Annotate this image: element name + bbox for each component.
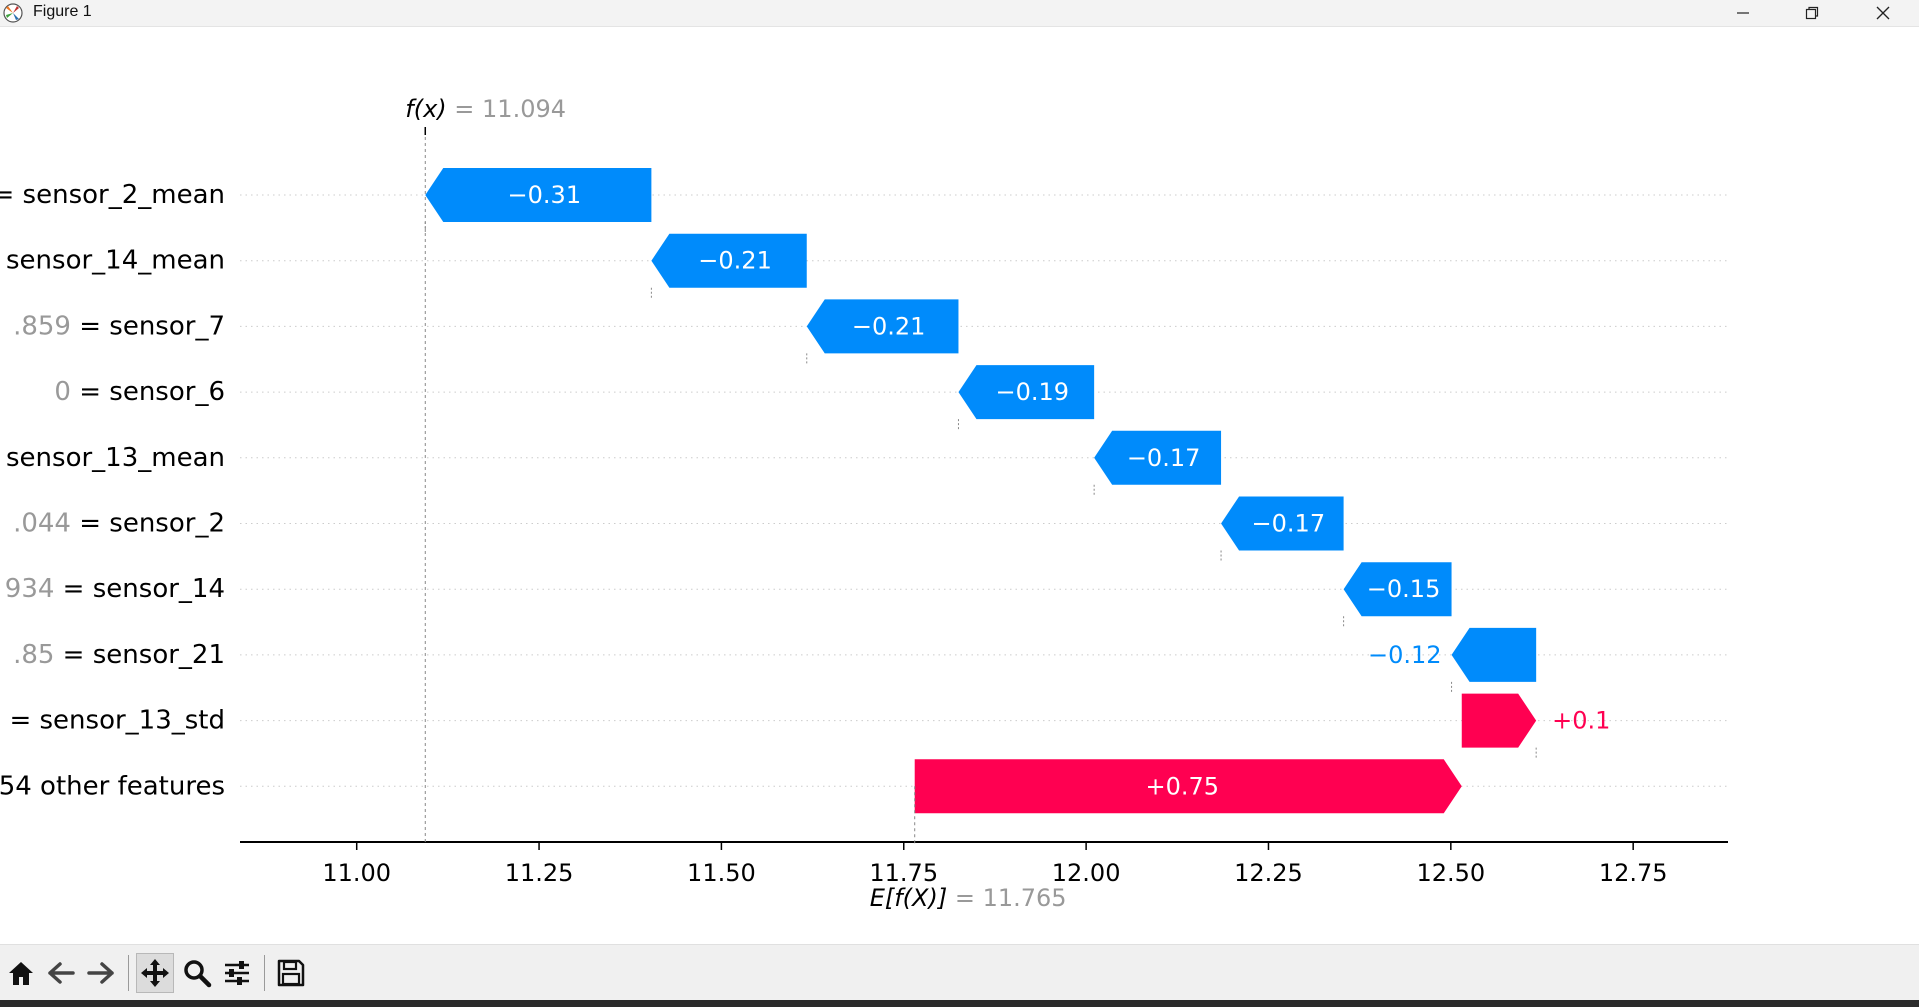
close-button[interactable] [1852, 0, 1914, 26]
x-tick-label: 11.75 [869, 859, 938, 887]
bar [806, 299, 959, 354]
bar-value-label: −0.17 [1127, 444, 1201, 472]
bar [1451, 627, 1537, 682]
minimize-icon [1737, 12, 1749, 14]
minimize-button[interactable] [1712, 0, 1774, 26]
window-bottom-edge [0, 1000, 1919, 1007]
bar [651, 233, 807, 288]
configure-subplots-icon [225, 961, 249, 985]
efx-annotation: E[f(X)] = 11.765 [870, 884, 1067, 912]
feature-label: 54 other features [0, 771, 225, 801]
pan-button[interactable] [136, 953, 174, 993]
configure-subplots-button[interactable] [218, 953, 256, 993]
navigation-toolbar [0, 944, 1919, 1001]
save-button[interactable] [272, 953, 310, 993]
bar [914, 759, 1462, 814]
fx-annotation: f(x) = 11.094 [405, 95, 566, 123]
bar-value-label: −0.21 [852, 312, 926, 340]
x-tick-label: 12.50 [1416, 859, 1485, 887]
bar [425, 168, 652, 222]
x-tick-label: 12.00 [1052, 859, 1121, 887]
maximize-button[interactable] [1781, 0, 1843, 26]
x-tick-label: 12.25 [1234, 859, 1303, 887]
feature-label: .85 = sensor_21 [13, 640, 225, 670]
x-tick-label: 12.75 [1599, 859, 1668, 887]
feature-labels: = sensor_2_mean sensor_14_mean .859 = sens… [0, 180, 225, 801]
zoom-button[interactable] [178, 953, 216, 993]
close-icon [1876, 6, 1890, 20]
x-axis: 11.00 11.25 11.50 11.75 12.00 12.25 12.50 12.75 [240, 841, 1728, 887]
bar-value-label: −0.17 [1252, 510, 1326, 538]
pan-move-icon [141, 959, 169, 987]
back-button[interactable] [42, 953, 80, 993]
matplotlib-icon [3, 3, 23, 23]
title-bar: Figure 1 [0, 0, 1919, 27]
bar-value-label: +0.75 [1145, 772, 1219, 800]
back-arrow-icon [48, 962, 75, 984]
feature-label: 934 = sensor_14 [5, 574, 225, 604]
home-button[interactable] [2, 953, 40, 993]
bar [1094, 430, 1222, 485]
home-icon [9, 962, 33, 985]
zoom-magnifier-icon [184, 960, 212, 988]
feature-label: = sensor_2_mean [0, 180, 225, 210]
feature-label: = sensor_13_std [9, 706, 225, 736]
window-title: Figure 1 [33, 3, 92, 20]
feature-label: sensor_13_mean [6, 443, 225, 473]
bar-value-label: +0.1 [1552, 707, 1610, 735]
bar [1343, 562, 1452, 617]
feature-label: sensor_14_mean [6, 246, 225, 276]
waterfall-chart: −0.31 −0.21 −0.21 −0.19 −0.17 −0.17 −0.15 −0.12… [0, 95, 1728, 912]
bar [958, 365, 1095, 420]
feature-label: 0 = sensor_6 [54, 377, 225, 407]
bar-value-label: −0.21 [698, 247, 772, 275]
annotations: f(x) = 11.094 E[f(X)] = 11.765 [405, 95, 1537, 912]
forward-button[interactable] [82, 953, 120, 993]
x-tick-label: 11.50 [687, 859, 756, 887]
restore-icon [1805, 6, 1819, 20]
x-tick-label: 11.00 [322, 859, 391, 887]
feature-label: .859 = sensor_7 [13, 311, 225, 341]
bar-value-label: −0.15 [1367, 575, 1441, 603]
bar-value-label: −0.12 [1368, 641, 1442, 669]
save-floppy-icon [277, 959, 305, 987]
bar [1461, 693, 1537, 748]
bars: −0.31 −0.21 −0.21 −0.19 −0.17 −0.17 −0.15 −0.12… [425, 168, 1610, 814]
bar-value-label: −0.19 [996, 378, 1070, 406]
toolbar-separator [128, 955, 129, 991]
bar [1221, 496, 1344, 551]
x-tick-label: 11.25 [505, 859, 574, 887]
bar-value-label: −0.31 [508, 181, 582, 209]
forward-arrow-icon [87, 962, 114, 984]
toolbar-separator [264, 955, 265, 991]
feature-label: .044 = sensor_2 [13, 509, 225, 539]
